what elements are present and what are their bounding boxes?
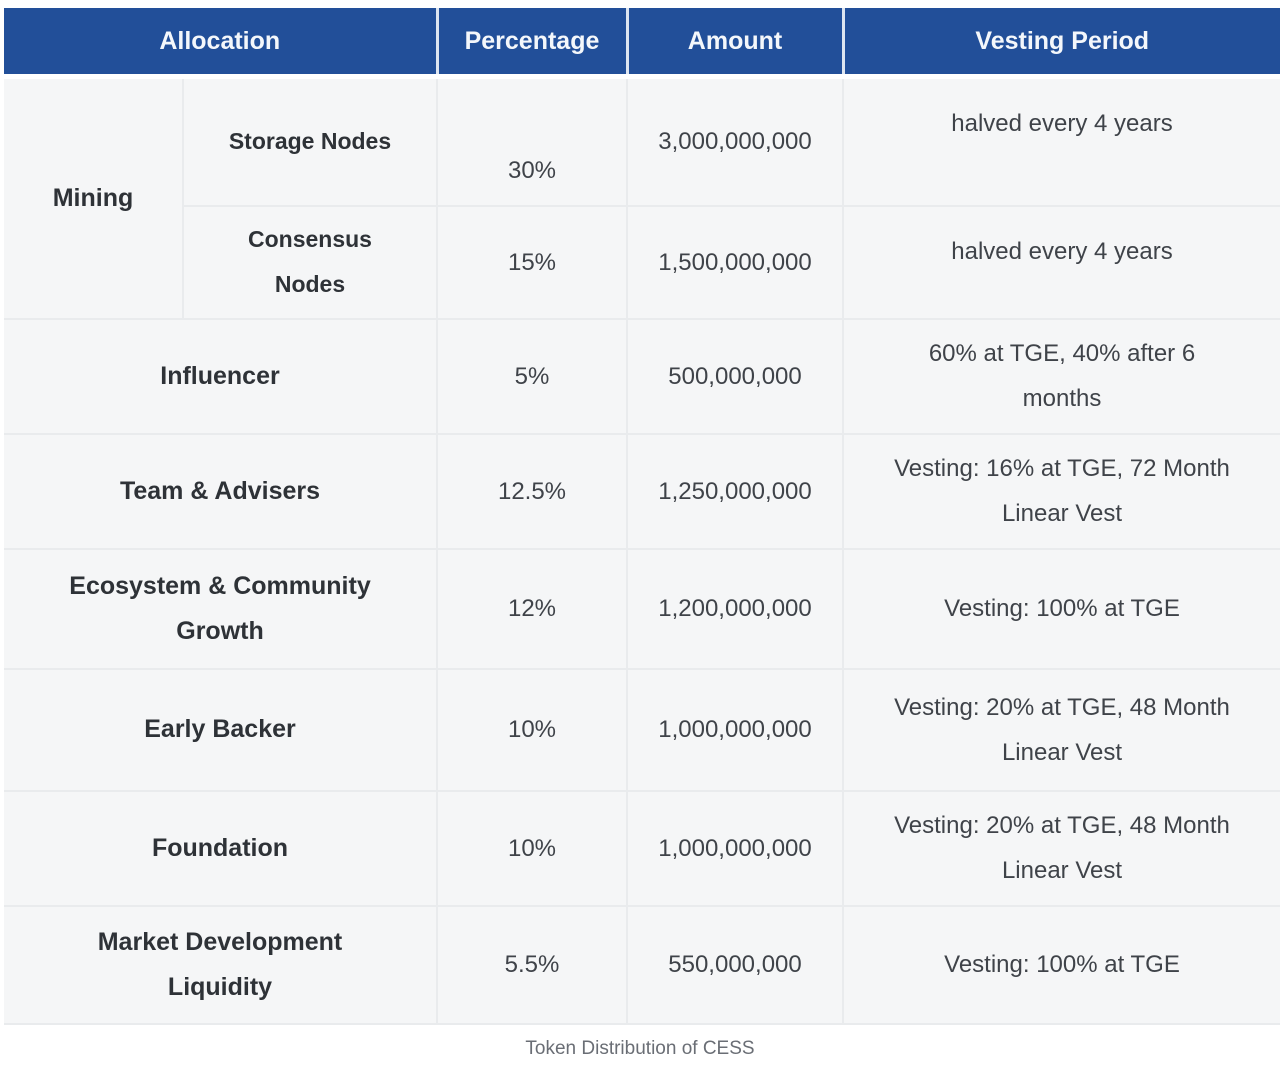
allocation-cell-consensus-nodes: Consensus Nodes bbox=[183, 204, 438, 320]
amount-cell-foundation: 1,000,000,000 bbox=[626, 789, 844, 907]
vesting-cell-early-backer: Vesting: 20% at TGE, 48 Month Linear Ves… bbox=[842, 667, 1280, 792]
allocation-cell-ecosystem-community-growth: Ecosystem & Community Growth bbox=[4, 547, 438, 670]
vesting-cell-consensus-nodes: halved every 4 years bbox=[842, 204, 1280, 320]
percentage-cell-consensus-nodes: 15% bbox=[436, 204, 628, 320]
amount-cell-ecosystem-community-growth: 1,200,000,000 bbox=[626, 547, 844, 670]
allocation-cell-early-backer: Early Backer bbox=[4, 667, 438, 792]
percentage-cell-ecosystem-community-growth: 12% bbox=[436, 547, 628, 670]
amount-cell-market-development-liquidity: 550,000,000 bbox=[626, 904, 844, 1025]
table-row-ecosystem-community-growth: Ecosystem & Community Growth 12% 1,200,0… bbox=[4, 547, 1280, 670]
table-row-early-backer: Early Backer 10% 1,000,000,000 Vesting: … bbox=[4, 667, 1280, 792]
table-row-influencer: Influencer 5% 500,000,000 60% at TGE, 40… bbox=[4, 317, 1280, 435]
table-caption: Token Distribution of CESS bbox=[525, 1037, 755, 1059]
allocation-cell-team-advisers: Team & Advisers bbox=[4, 432, 438, 550]
allocation-cell-foundation: Foundation bbox=[4, 789, 438, 907]
vesting-cell-ecosystem-community-growth: Vesting: 100% at TGE bbox=[842, 547, 1280, 670]
vesting-cell-team-advisers: Vesting: 16% at TGE, 72 Month Linear Ves… bbox=[842, 432, 1280, 550]
allocation-group-mining: Mining bbox=[4, 75, 184, 320]
col-header-allocation: Allocation bbox=[4, 8, 439, 79]
percentage-cell-foundation: 10% bbox=[436, 789, 628, 907]
table-row-consensus-nodes: Consensus Nodes 15% 1,500,000,000 halved… bbox=[4, 204, 1280, 320]
amount-cell-early-backer: 1,000,000,000 bbox=[626, 667, 844, 792]
vesting-cell-influencer: 60% at TGE, 40% after 6 months bbox=[842, 317, 1280, 435]
table-row-team-advisers: Team & Advisers 12.5% 1,250,000,000 Vest… bbox=[4, 432, 1280, 550]
vesting-cell-market-development-liquidity: Vesting: 100% at TGE bbox=[842, 904, 1280, 1025]
table-row-storage-nodes: Mining Storage Nodes 30% 3,000,000,000 h… bbox=[4, 75, 1280, 320]
amount-cell-influencer: 500,000,000 bbox=[626, 317, 844, 435]
allocation-cell-market-development-liquidity: Market Development Liquidity bbox=[4, 904, 438, 1025]
col-header-amount: Amount bbox=[627, 8, 845, 79]
percentage-cell-early-backer: 10% bbox=[436, 667, 628, 792]
percentage-cell-market-development-liquidity: 5.5% bbox=[436, 904, 628, 1025]
amount-cell-consensus-nodes: 1,500,000,000 bbox=[626, 204, 844, 320]
col-header-vesting-period: Vesting Period bbox=[843, 8, 1280, 79]
col-header-percentage: Percentage bbox=[437, 8, 629, 79]
table-row-market-development-liquidity: Market Development Liquidity 5.5% 550,00… bbox=[4, 904, 1280, 1025]
percentage-cell-storage-nodes: 30% bbox=[436, 75, 628, 207]
header-row: Allocation Percentage Amount Vesting Per… bbox=[4, 8, 1280, 79]
vesting-cell-foundation: Vesting: 20% at TGE, 48 Month Linear Ves… bbox=[842, 789, 1280, 907]
percentage-cell-team-advisers: 12.5% bbox=[436, 432, 628, 550]
percentage-cell-influencer: 5% bbox=[436, 317, 628, 435]
table-row-foundation: Foundation 10% 1,000,000,000 Vesting: 20… bbox=[4, 789, 1280, 907]
amount-cell-storage-nodes: 3,000,000,000 bbox=[626, 75, 844, 207]
allocation-cell-influencer: Influencer bbox=[4, 317, 438, 435]
vesting-cell-storage-nodes: halved every 4 years bbox=[842, 75, 1280, 207]
amount-cell-team-advisers: 1,250,000,000 bbox=[626, 432, 844, 550]
token-distribution-table-wrap: Allocation Percentage Amount Vesting Per… bbox=[4, 8, 1280, 1025]
allocation-cell-storage-nodes: Storage Nodes bbox=[182, 75, 438, 207]
token-distribution-table: Allocation Percentage Amount Vesting Per… bbox=[4, 8, 1280, 1025]
